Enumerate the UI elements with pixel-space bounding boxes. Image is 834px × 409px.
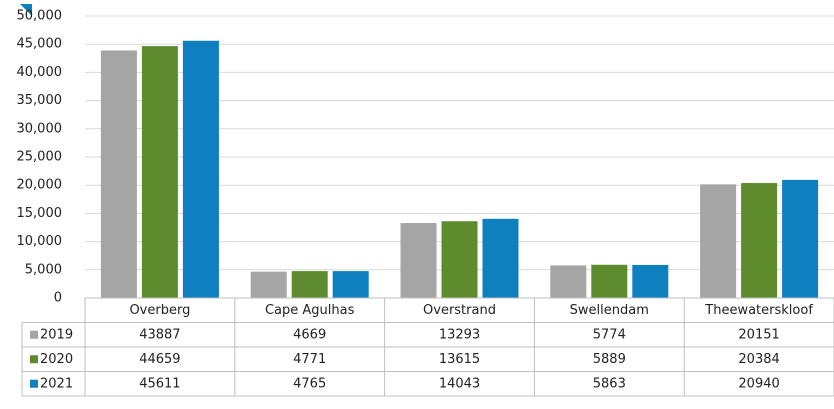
table-value: 13293 (439, 327, 480, 342)
legend-swatch (30, 379, 38, 388)
y-tick-label: 0 (54, 291, 62, 306)
table-value: 4669 (293, 327, 326, 342)
table-value: 44659 (139, 352, 180, 367)
y-tick-label: 15,000 (17, 206, 63, 221)
legend-swatch (30, 330, 38, 339)
legend-label: 2020 (40, 352, 73, 367)
y-tick-label: 30,000 (17, 121, 63, 136)
y-tick-label: 35,000 (17, 93, 63, 108)
x-tick-label: Theewaterskloof (704, 303, 813, 318)
y-tick-label: 5,000 (25, 262, 62, 277)
y-tick-label: 20,000 (17, 178, 63, 193)
bar (550, 265, 587, 298)
bar (400, 223, 437, 298)
y-tick-label: 40,000 (17, 65, 63, 80)
table-value: 43887 (139, 327, 180, 342)
bar (100, 50, 137, 298)
bar (141, 46, 178, 298)
table-value: 5863 (593, 376, 626, 391)
x-tick-label: Overberg (129, 303, 190, 318)
x-tick-label: Swellendam (570, 303, 649, 318)
y-tick-label: 25,000 (17, 150, 63, 165)
table-value: 5774 (593, 327, 626, 342)
corner-marker (20, 4, 32, 16)
legend-label: 2021 (40, 376, 73, 391)
legend-swatch (30, 355, 38, 364)
bar (291, 271, 328, 298)
y-tick-label: 50,000 (17, 9, 63, 24)
bar (632, 264, 669, 298)
y-tick-label: 10,000 (17, 234, 63, 249)
table-value: 14043 (439, 376, 480, 391)
x-tick-label: Cape Agulhas (265, 303, 355, 318)
table-value: 4765 (293, 376, 326, 391)
bar (482, 218, 519, 298)
legend-label: 2019 (40, 327, 73, 342)
bar (782, 179, 819, 298)
bar (441, 221, 478, 298)
table-value: 5889 (593, 352, 626, 367)
table-value: 20384 (738, 352, 779, 367)
bar (591, 264, 628, 298)
y-tick-label: 45,000 (17, 37, 63, 52)
table-value: 4771 (293, 352, 326, 367)
bar (332, 271, 369, 298)
table-value: 13615 (439, 352, 480, 367)
bar (700, 184, 737, 298)
x-tick-label: Overstrand (423, 303, 496, 318)
table-value: 20940 (738, 376, 779, 391)
table-value: 45611 (139, 376, 180, 391)
bar (182, 40, 219, 298)
bar (741, 183, 778, 298)
table-value: 20151 (738, 327, 779, 342)
bar (250, 271, 287, 298)
